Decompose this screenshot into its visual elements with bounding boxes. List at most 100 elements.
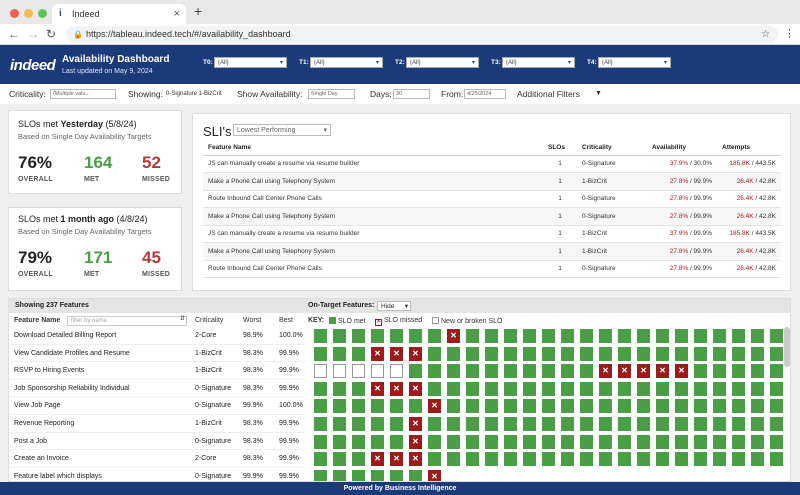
slo-new-cell[interactable] <box>390 364 403 379</box>
sli-row[interactable]: Make a Phone Call using Telephony System… <box>203 207 781 226</box>
slo-new-cell[interactable] <box>333 364 346 379</box>
reload-icon[interactable]: ↻ <box>46 27 57 41</box>
slo-met-cell[interactable] <box>447 364 460 379</box>
slo-met-cell[interactable] <box>713 346 726 361</box>
slo-missed-cell[interactable] <box>618 364 631 379</box>
additional-filters-button[interactable]: Additional Filters <box>517 89 580 99</box>
slo-met-cell[interactable] <box>561 346 574 361</box>
slo-met-cell[interactable] <box>656 434 669 449</box>
slo-met-cell[interactable] <box>504 329 517 343</box>
slo-met-cell[interactable] <box>447 434 460 449</box>
slo-met-cell[interactable] <box>485 417 498 431</box>
slo-met-cell[interactable] <box>542 346 555 361</box>
slo-missed-cell[interactable] <box>371 452 384 467</box>
slo-met-cell[interactable] <box>542 417 555 431</box>
slo-met-cell[interactable] <box>447 417 460 431</box>
col-feature-name[interactable]: Feature Name <box>14 317 61 324</box>
slo-met-cell[interactable] <box>504 434 517 449</box>
slo-met-cell[interactable] <box>580 346 593 361</box>
slo-met-cell[interactable] <box>447 452 460 467</box>
sli-row[interactable]: Make a Phone Call using Telephony System… <box>203 242 781 261</box>
slo-met-cell[interactable] <box>352 329 365 343</box>
slo-met-cell[interactable] <box>751 346 764 361</box>
slo-met-cell[interactable] <box>542 381 555 396</box>
slo-met-cell[interactable] <box>466 346 479 361</box>
slo-met-cell[interactable] <box>713 329 726 343</box>
slo-met-cell[interactable] <box>713 399 726 414</box>
url-field[interactable]: 🔒 https://tableau.indeed.tech/#/availabi… <box>66 26 778 43</box>
slo-met-cell[interactable] <box>314 346 327 361</box>
slo-met-cell[interactable] <box>485 364 498 379</box>
slo-met-cell[interactable] <box>732 452 745 467</box>
slo-met-cell[interactable] <box>770 452 783 467</box>
slo-met-cell[interactable] <box>409 399 422 414</box>
slo-met-cell[interactable] <box>618 452 631 467</box>
slo-met-cell[interactable] <box>732 434 745 449</box>
slo-new-cell[interactable] <box>352 364 365 379</box>
slo-met-cell[interactable] <box>333 346 346 361</box>
slo-met-cell[interactable] <box>390 399 403 414</box>
slo-met-cell[interactable] <box>523 346 536 361</box>
slo-met-cell[interactable] <box>390 434 403 449</box>
feature-row[interactable]: Create an Invoice 2-Core 98.3% 99.9% <box>9 450 305 468</box>
slo-met-cell[interactable] <box>352 399 365 414</box>
slo-met-cell[interactable] <box>333 329 346 343</box>
slo-met-cell[interactable] <box>618 399 631 414</box>
slo-met-cell[interactable] <box>466 399 479 414</box>
feature-row[interactable]: View Job Page 0-Signature 99.9% 100.0% <box>9 397 305 415</box>
slo-met-cell[interactable] <box>675 434 688 449</box>
slo-met-cell[interactable] <box>751 434 764 449</box>
slo-missed-cell[interactable] <box>409 346 422 361</box>
slo-met-cell[interactable] <box>333 381 346 396</box>
slo-met-cell[interactable] <box>637 346 650 361</box>
slo-met-cell[interactable] <box>637 452 650 467</box>
slo-met-cell[interactable] <box>637 329 650 343</box>
browser-tab[interactable]: i Indeed × <box>52 4 186 24</box>
criticality-select[interactable]: (Multiple valu... <box>50 89 116 99</box>
slo-met-cell[interactable] <box>314 381 327 396</box>
slo-met-cell[interactable] <box>656 381 669 396</box>
slo-met-cell[interactable] <box>447 346 460 361</box>
slo-met-cell[interactable] <box>466 417 479 431</box>
slo-met-cell[interactable] <box>751 364 764 379</box>
availability-select[interactable]: Single Day <box>308 89 355 99</box>
slo-met-cell[interactable] <box>561 434 574 449</box>
slo-new-cell[interactable] <box>314 364 327 379</box>
slo-met-cell[interactable] <box>637 399 650 414</box>
slo-met-cell[interactable] <box>485 399 498 414</box>
slo-met-cell[interactable] <box>561 364 574 379</box>
slo-missed-cell[interactable] <box>390 452 403 467</box>
bookmark-star-icon[interactable]: ☆ <box>761 29 770 40</box>
slo-met-cell[interactable] <box>542 364 555 379</box>
slo-met-cell[interactable] <box>485 346 498 361</box>
slo-met-cell[interactable] <box>713 381 726 396</box>
slo-met-cell[interactable] <box>428 417 441 431</box>
slo-missed-cell[interactable] <box>371 381 384 396</box>
col-criticality[interactable]: Criticality <box>577 141 647 156</box>
slo-met-cell[interactable] <box>371 417 384 431</box>
slo-met-cell[interactable] <box>542 399 555 414</box>
slo-met-cell[interactable] <box>770 346 783 361</box>
slo-met-cell[interactable] <box>333 452 346 467</box>
days-select[interactable]: 30 <box>393 89 430 99</box>
slo-met-cell[interactable] <box>371 329 384 343</box>
slo-met-cell[interactable] <box>694 399 707 414</box>
from-date-input[interactable]: 4/25/2024 <box>464 89 506 99</box>
slo-met-cell[interactable] <box>314 329 327 343</box>
sli-row[interactable]: JS can manually create a resume via resu… <box>203 155 781 173</box>
slo-met-cell[interactable] <box>694 346 707 361</box>
slo-met-cell[interactable] <box>656 417 669 431</box>
slo-met-cell[interactable] <box>428 346 441 361</box>
feature-row[interactable]: Feature label which displays 0-Signature… <box>9 468 305 481</box>
sli-row[interactable]: Route Inbound Call Center Phone Calls 1 … <box>203 190 781 208</box>
slo-missed-cell[interactable] <box>675 364 688 379</box>
slo-met-cell[interactable] <box>523 417 536 431</box>
slo-missed-cell[interactable] <box>371 346 384 361</box>
sli-sort-select[interactable]: Lowest Performing ▾ <box>233 124 331 136</box>
slo-met-cell[interactable] <box>523 329 536 343</box>
feature-row[interactable]: RSVP to Hiring Events 1-BizCrit 98.3% 99… <box>9 362 305 380</box>
slo-met-cell[interactable] <box>561 399 574 414</box>
slo-met-cell[interactable] <box>504 364 517 379</box>
slo-met-cell[interactable] <box>732 381 745 396</box>
col-feature-name[interactable]: Feature Name <box>203 141 543 156</box>
